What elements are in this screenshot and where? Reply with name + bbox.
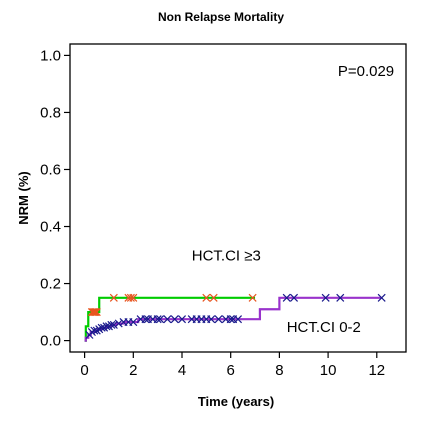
chart-title: Non Relapse Mortality (158, 10, 284, 24)
series-0 (84, 293, 257, 342)
censor-mark (114, 319, 123, 328)
censor-mark (141, 315, 150, 324)
censor-mark (95, 325, 104, 334)
x-tick-label: 8 (275, 362, 283, 379)
censor-mark (90, 308, 99, 317)
x-axis-label: Time (years) (198, 394, 274, 409)
censor-mark (153, 315, 162, 324)
x-tick-label: 4 (178, 362, 186, 379)
series-layer (84, 293, 386, 342)
censor-mark (233, 315, 243, 324)
censor-mark (163, 315, 172, 324)
censor-mark (87, 328, 96, 337)
series-annotation: HCT.CI ≥3 (192, 248, 261, 265)
p-value-label: P=0.029 (338, 63, 394, 80)
censor-mark (377, 293, 386, 302)
x-tick-label: 2 (129, 362, 137, 379)
censor-mark (209, 293, 218, 302)
series-1 (84, 293, 386, 342)
censor-mark (202, 293, 211, 302)
y-tick-label: 0.0 (40, 333, 61, 350)
x-tick-label: 0 (80, 362, 88, 379)
censor-mark (207, 315, 216, 324)
x-axis: 0 2 4 6 8 10 12 (80, 352, 385, 379)
censor-mark (214, 315, 223, 324)
y-axis: 0.0 0.2 0.4 0.6 0.8 1.0 (40, 47, 70, 350)
censor-mark (109, 320, 118, 329)
censor-mark (97, 323, 106, 332)
censor-mark (126, 293, 135, 302)
x-tick-label: 12 (368, 362, 385, 379)
censor-mark (321, 293, 330, 302)
censor-mark (104, 322, 113, 331)
censor-mark (336, 293, 345, 302)
annotation-layer: HCT.CI ≥3 HCT.CI 0-2 (192, 248, 361, 336)
censor-mark (156, 315, 165, 324)
censor-mark (289, 293, 299, 302)
y-tick-label: 1.0 (40, 47, 61, 64)
censor-mark (170, 315, 179, 324)
censor-mark (177, 315, 187, 324)
censor-mark (91, 308, 100, 317)
censor-mark (129, 293, 138, 302)
censor-mark (129, 318, 138, 327)
series-annotation: HCT.CI 0-2 (287, 319, 361, 336)
y-tick-label: 0.2 (40, 276, 61, 293)
censor-mark (109, 293, 118, 302)
censor-mark (248, 293, 257, 302)
censor-mark (89, 308, 98, 317)
censor-mark (100, 323, 109, 332)
plot-frame (69, 43, 407, 353)
censor-mark (92, 326, 101, 335)
censor-mark (226, 315, 235, 324)
y-axis-label: NRM (%) (16, 171, 31, 224)
censor-mark (90, 326, 99, 335)
y-tick-label: 0.8 (40, 104, 61, 121)
censor-mark (107, 320, 116, 329)
x-tick-label: 10 (320, 362, 337, 379)
censor-mark (282, 293, 291, 302)
censor-mark (102, 322, 111, 331)
x-tick-label: 6 (227, 362, 235, 379)
y-tick-label: 0.4 (40, 219, 61, 236)
y-tick-label: 0.6 (40, 161, 61, 178)
censor-mark (92, 308, 101, 317)
